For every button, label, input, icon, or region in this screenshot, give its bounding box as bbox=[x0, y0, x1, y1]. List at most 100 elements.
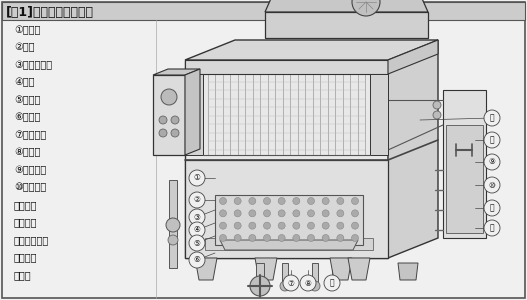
Circle shape bbox=[352, 197, 358, 205]
Polygon shape bbox=[256, 263, 264, 286]
Circle shape bbox=[293, 222, 300, 229]
Circle shape bbox=[220, 197, 227, 205]
Circle shape bbox=[189, 222, 205, 238]
Circle shape bbox=[322, 210, 329, 217]
Circle shape bbox=[283, 275, 299, 291]
Circle shape bbox=[166, 218, 180, 232]
Polygon shape bbox=[388, 40, 438, 74]
Text: ⑬排気フード: ⑬排気フード bbox=[14, 235, 49, 245]
Text: ③冷却コイル: ③冷却コイル bbox=[14, 60, 52, 70]
Text: ⑪水入口: ⑪水入口 bbox=[14, 200, 37, 210]
Circle shape bbox=[433, 111, 441, 119]
Circle shape bbox=[307, 235, 315, 242]
Circle shape bbox=[278, 222, 285, 229]
Circle shape bbox=[484, 154, 500, 170]
Circle shape bbox=[189, 192, 205, 208]
Polygon shape bbox=[215, 195, 363, 245]
Text: ②: ② bbox=[193, 196, 200, 205]
Circle shape bbox=[352, 222, 358, 229]
Circle shape bbox=[322, 235, 329, 242]
Text: ⑮: ⑮ bbox=[330, 278, 334, 287]
Text: ⑧: ⑧ bbox=[305, 278, 311, 287]
Circle shape bbox=[168, 235, 178, 245]
Text: ⑫: ⑫ bbox=[490, 224, 494, 232]
Text: ⑥: ⑥ bbox=[193, 256, 200, 265]
Polygon shape bbox=[330, 258, 352, 280]
Circle shape bbox=[484, 220, 500, 236]
Circle shape bbox=[189, 235, 205, 251]
Text: ⑬: ⑬ bbox=[490, 136, 494, 145]
Polygon shape bbox=[185, 60, 388, 74]
Circle shape bbox=[352, 0, 380, 16]
Text: ⑦: ⑦ bbox=[288, 278, 295, 287]
Circle shape bbox=[300, 275, 316, 291]
Polygon shape bbox=[185, 60, 388, 258]
Circle shape bbox=[352, 235, 358, 242]
Polygon shape bbox=[2, 2, 525, 298]
Polygon shape bbox=[446, 125, 483, 233]
Polygon shape bbox=[205, 238, 373, 250]
Polygon shape bbox=[185, 69, 200, 155]
Circle shape bbox=[433, 101, 441, 109]
Circle shape bbox=[234, 197, 241, 205]
Text: ⑭: ⑭ bbox=[490, 113, 494, 122]
Circle shape bbox=[159, 116, 167, 124]
Polygon shape bbox=[265, 0, 428, 12]
Circle shape bbox=[250, 276, 270, 296]
Circle shape bbox=[234, 222, 241, 229]
Circle shape bbox=[189, 209, 205, 225]
Circle shape bbox=[310, 281, 320, 291]
Circle shape bbox=[171, 129, 179, 137]
Polygon shape bbox=[265, 12, 428, 38]
Text: ⑮浮蓋: ⑮浮蓋 bbox=[14, 270, 32, 280]
Polygon shape bbox=[185, 74, 203, 155]
Circle shape bbox=[337, 197, 344, 205]
Text: ⑫水出口: ⑫水出口 bbox=[14, 218, 37, 227]
Circle shape bbox=[337, 210, 344, 217]
Text: ④: ④ bbox=[193, 226, 200, 235]
Text: ④受樟: ④受樟 bbox=[14, 77, 34, 88]
Polygon shape bbox=[443, 90, 486, 238]
Circle shape bbox=[293, 197, 300, 205]
Circle shape bbox=[307, 222, 315, 229]
Circle shape bbox=[322, 197, 329, 205]
Circle shape bbox=[220, 222, 227, 229]
Text: ⑤保温材: ⑤保温材 bbox=[14, 95, 41, 105]
Text: ①制御盤: ①制御盤 bbox=[14, 25, 41, 35]
Polygon shape bbox=[348, 258, 370, 280]
Text: ⑪: ⑪ bbox=[490, 203, 494, 212]
Polygon shape bbox=[195, 258, 217, 280]
Circle shape bbox=[249, 222, 256, 229]
Circle shape bbox=[159, 129, 167, 137]
Text: ③: ③ bbox=[193, 212, 200, 221]
Text: ⑤: ⑤ bbox=[193, 238, 200, 247]
Text: ⑦ヒーター: ⑦ヒーター bbox=[14, 130, 46, 140]
Polygon shape bbox=[2, 2, 525, 20]
Circle shape bbox=[324, 275, 340, 291]
Text: ⑨液面制御: ⑨液面制御 bbox=[14, 165, 46, 175]
Circle shape bbox=[264, 235, 270, 242]
Circle shape bbox=[322, 222, 329, 229]
Circle shape bbox=[189, 170, 205, 186]
Circle shape bbox=[264, 222, 270, 229]
Text: ⑩: ⑩ bbox=[489, 181, 495, 190]
Polygon shape bbox=[370, 74, 388, 155]
Circle shape bbox=[249, 210, 256, 217]
Text: ⑨: ⑨ bbox=[489, 158, 495, 166]
Polygon shape bbox=[153, 69, 200, 75]
Circle shape bbox=[220, 235, 227, 242]
Text: ②水套: ②水套 bbox=[14, 43, 34, 52]
Circle shape bbox=[337, 235, 344, 242]
Circle shape bbox=[220, 210, 227, 217]
Circle shape bbox=[264, 197, 270, 205]
Circle shape bbox=[352, 210, 358, 217]
Polygon shape bbox=[398, 263, 418, 280]
Circle shape bbox=[278, 210, 285, 217]
Text: ⑧掃除口: ⑧掃除口 bbox=[14, 148, 41, 158]
Circle shape bbox=[234, 235, 241, 242]
Circle shape bbox=[278, 197, 285, 205]
Circle shape bbox=[280, 281, 290, 291]
Circle shape bbox=[278, 235, 285, 242]
Circle shape bbox=[307, 197, 315, 205]
Polygon shape bbox=[312, 263, 318, 283]
